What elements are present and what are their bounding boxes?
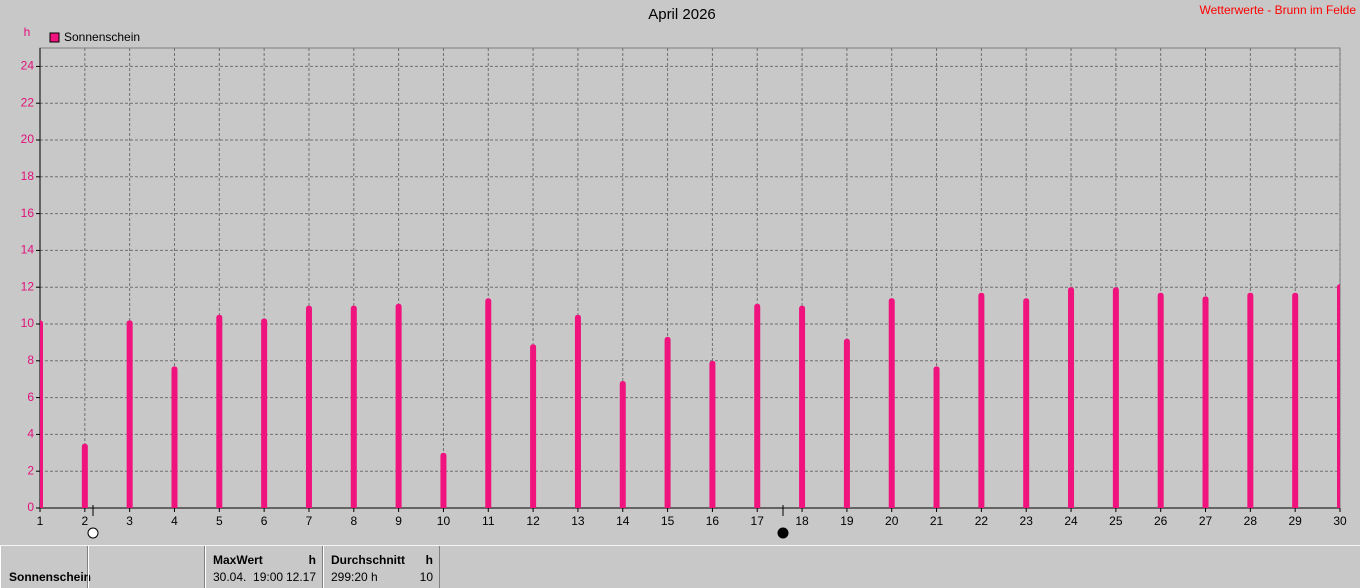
- bar: [350, 305, 357, 508]
- y-tick-label: 16: [21, 206, 35, 220]
- x-tick-label: 24: [1064, 514, 1078, 528]
- bar: [709, 360, 716, 508]
- bar: [619, 381, 626, 508]
- y-tick-label: 2: [27, 463, 34, 477]
- bars: [40, 284, 1340, 508]
- y-tick-label: 18: [21, 169, 35, 183]
- bar: [574, 314, 581, 508]
- chart: April 2026 Wetterwerte - Brunn im Felde …: [21, 3, 1357, 539]
- moon-icon: [777, 527, 789, 539]
- x-tick-label: 14: [616, 514, 630, 528]
- bar: [305, 305, 312, 508]
- bar: [440, 452, 447, 508]
- x-tick-label: 23: [1020, 514, 1034, 528]
- x-tick-label: 25: [1109, 514, 1123, 528]
- x-tick-label: 4: [171, 514, 178, 528]
- y-tick-label: 0: [27, 500, 34, 514]
- max-unit: h: [308, 553, 316, 567]
- bar: [171, 366, 178, 508]
- y-tick-label: 14: [21, 243, 35, 257]
- legend-label: Sonnenschein: [64, 30, 140, 44]
- bar: [530, 344, 537, 508]
- moon-icon: [87, 527, 99, 539]
- x-tick-label: 21: [930, 514, 944, 528]
- bar: [1202, 296, 1209, 508]
- x-tick-label: 5: [216, 514, 223, 528]
- avg-value: 10: [419, 570, 433, 584]
- source-label: Wetterwerte - Brunn im Felde: [1200, 3, 1357, 17]
- bar: [395, 303, 402, 508]
- bar: [1292, 292, 1299, 508]
- x-tick-label: 12: [526, 514, 540, 528]
- bar: [81, 443, 88, 508]
- bar: [1157, 292, 1164, 508]
- bar: [933, 366, 940, 508]
- bar: [126, 320, 133, 508]
- bar: [664, 336, 671, 508]
- bar: [843, 338, 850, 508]
- bar: [799, 305, 806, 508]
- legend-swatch: [49, 32, 60, 43]
- summary-cell: MaxWert h 30.04. 19:00 12.17: [205, 546, 323, 588]
- max-time: 30.04. 19:00: [213, 570, 284, 584]
- x-tick-label: 6: [261, 514, 268, 528]
- summary-panel: Sonnenschein MaxWert h 30.04. 19:00 12.1…: [0, 545, 1360, 588]
- x-tick-label: 3: [126, 514, 133, 528]
- bar: [978, 292, 985, 508]
- x-tick-label: 30: [1333, 514, 1347, 528]
- bar: [1112, 287, 1119, 508]
- bar: [1337, 284, 1340, 508]
- avg-total: 299:20 h: [331, 570, 378, 584]
- bar: [216, 314, 223, 508]
- chart-title: April 2026: [648, 6, 716, 23]
- bar: [888, 298, 895, 508]
- summary-cell: [88, 546, 205, 588]
- x-tick-label: 20: [885, 514, 899, 528]
- max-heading: MaxWert: [213, 553, 263, 567]
- x-tick-label: 11: [482, 514, 495, 528]
- x-tick-label: 19: [840, 514, 854, 528]
- bar: [40, 320, 43, 508]
- bar: [1068, 287, 1075, 508]
- y-axis-label: h: [24, 25, 31, 39]
- max-value: 12.17: [285, 570, 316, 584]
- y-tick-label: 24: [21, 59, 35, 73]
- x-tick-label: 17: [751, 514, 765, 528]
- y-tick-label: 8: [27, 353, 34, 367]
- x-tick-label: 13: [571, 514, 585, 528]
- x-tick-label: 10: [437, 514, 451, 528]
- y-tick-label: 6: [27, 390, 34, 404]
- x-tick-label: 9: [395, 514, 402, 528]
- y-tick-label: 22: [21, 95, 35, 109]
- avg-unit: h: [425, 553, 433, 567]
- x-tick-label: 7: [306, 514, 313, 528]
- bar: [261, 318, 268, 508]
- x-tick-label: 16: [706, 514, 720, 528]
- bar: [1023, 298, 1030, 508]
- summary-cell: Durchschnitt h 299:20 h 10: [323, 546, 440, 588]
- y-tick-label: 4: [27, 427, 34, 441]
- bar: [485, 298, 492, 508]
- avg-heading: Durchschnitt: [331, 553, 406, 567]
- x-tick-label: 18: [795, 514, 809, 528]
- bar: [1247, 292, 1254, 508]
- summary-label: Sonnenschein: [9, 570, 92, 584]
- x-tick-label: 1: [37, 514, 44, 528]
- x-tick-label: 27: [1199, 514, 1213, 528]
- x-tick-label: 29: [1288, 514, 1302, 528]
- x-tick-label: 22: [975, 514, 989, 528]
- x-tick-label: 2: [81, 514, 88, 528]
- summary-cell: Sonnenschein: [0, 546, 92, 588]
- x-tick-label: 26: [1154, 514, 1168, 528]
- bar: [754, 303, 761, 508]
- x-tick-label: 8: [350, 514, 357, 528]
- y-tick-label: 10: [21, 316, 35, 330]
- plot-area: [39, 47, 1341, 509]
- y-tick-label: 20: [21, 132, 35, 146]
- y-tick-label: 12: [21, 279, 35, 293]
- x-tick-label: 28: [1244, 514, 1258, 528]
- x-tick-label: 15: [661, 514, 675, 528]
